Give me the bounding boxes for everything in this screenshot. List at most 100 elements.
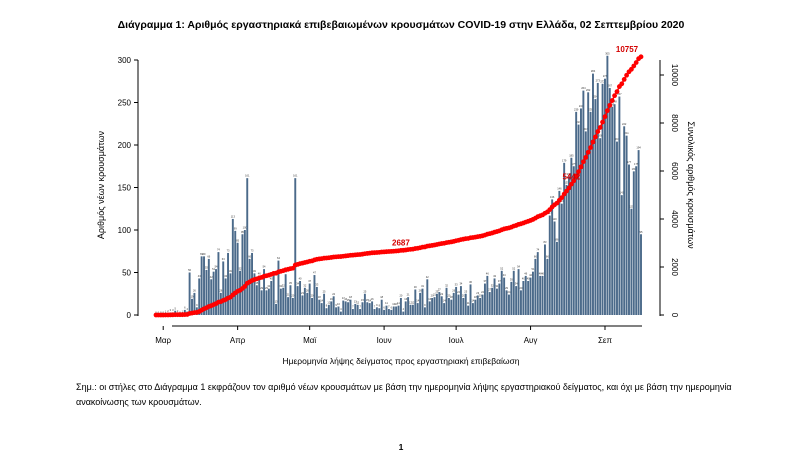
bar-value-label: 7 xyxy=(359,305,361,309)
bar-value-label: 42 xyxy=(210,275,213,279)
bar-value-label: 15 xyxy=(347,298,350,302)
bar-value-label: 5 xyxy=(174,306,176,310)
bar xyxy=(303,287,306,315)
bar-value-label: 22 xyxy=(332,292,335,296)
bar-value-label: 63 xyxy=(222,257,225,261)
bar xyxy=(431,298,434,315)
bar-value-label: 36 xyxy=(469,280,472,284)
footnote: Σημ.: οι στήλες στο Διάγραμμα 1 εκφράζου… xyxy=(76,382,732,407)
bar-value-label: 0 xyxy=(155,311,157,315)
bar-value-label: 239 xyxy=(588,107,593,111)
bar-value-label: 13 xyxy=(354,299,357,303)
bar-value-label: 9 xyxy=(335,303,337,307)
bar-value-label: 175 xyxy=(572,162,577,166)
bar-value-label: 10 xyxy=(337,302,340,306)
bar-value-label: 95 xyxy=(640,230,643,234)
bar xyxy=(637,150,640,315)
bar-value-label: 44 xyxy=(503,273,506,277)
bar-value-label: 20 xyxy=(462,294,465,298)
bar-value-label: 204 xyxy=(615,137,620,141)
bar-value-label: 73 xyxy=(251,248,254,252)
cumulative-point xyxy=(612,93,617,99)
bar-value-label: 14 xyxy=(443,299,446,303)
bar xyxy=(356,304,359,315)
y2-axis-label: Συνολικός αριθμός κρουσμάτων xyxy=(686,121,696,249)
bar-value-label: 69 xyxy=(200,252,203,256)
bar xyxy=(628,164,630,315)
bar-value-label: 66 xyxy=(534,254,537,258)
bar-value-label: 161 xyxy=(293,174,298,178)
bar-value-label: 12 xyxy=(356,300,359,304)
bar-value-label: 14 xyxy=(416,299,419,303)
cumulative-point xyxy=(633,60,639,65)
bar-value-label: 125 xyxy=(629,204,634,208)
bar xyxy=(459,286,462,315)
bar-value-label: 25 xyxy=(464,289,467,293)
cumulative-point xyxy=(592,134,598,140)
bar-value-label: 177 xyxy=(627,160,632,164)
cumulative-point xyxy=(609,98,615,103)
bar xyxy=(311,298,314,315)
bar xyxy=(447,298,450,315)
bar xyxy=(435,293,438,315)
bar xyxy=(366,302,369,315)
bar-value-label: 49 xyxy=(229,269,232,273)
bar-value-label: 6 xyxy=(391,305,393,309)
bar-value-label: 278 xyxy=(603,74,608,78)
bar-value-label: 31 xyxy=(421,284,424,288)
cumulative-point xyxy=(559,195,565,201)
bar xyxy=(191,298,193,315)
bar-value-label: 12 xyxy=(327,300,330,304)
bar xyxy=(493,278,496,315)
bar xyxy=(572,166,575,315)
bar-value-label: 284 xyxy=(591,69,596,73)
bar xyxy=(553,221,556,315)
bar xyxy=(359,309,362,315)
bar xyxy=(608,88,611,315)
bar-value-label: 267 xyxy=(608,84,613,88)
ticks-layer: 0501001502002503000200040006000800010000… xyxy=(118,56,679,345)
bar-value-label: 40 xyxy=(270,277,273,281)
bar xyxy=(332,296,335,315)
bar xyxy=(486,275,489,315)
cumulative-point xyxy=(578,164,584,170)
bar-value-label: 20 xyxy=(311,294,314,298)
x-tick-label: Ιουν xyxy=(377,336,392,345)
bar xyxy=(548,215,551,315)
bar xyxy=(462,298,465,315)
bar-value-label: 64 xyxy=(277,256,280,260)
bars-layer: 0000123352016450192694369695366425154742… xyxy=(155,51,643,315)
bar-value-label: 95 xyxy=(241,230,244,234)
bar xyxy=(620,195,623,315)
bar-value-label: 29 xyxy=(260,286,263,290)
bar xyxy=(239,270,241,315)
bar xyxy=(455,286,458,315)
bar-value-label: 216 xyxy=(584,127,589,131)
bar xyxy=(246,178,249,315)
bar-value-label: 21 xyxy=(433,293,436,297)
bar-value-label: 17 xyxy=(342,296,345,300)
bar-value-label: 46 xyxy=(539,271,542,275)
bar-value-label: 22 xyxy=(440,292,443,296)
bar-value-label: 39 xyxy=(510,277,513,281)
bar-value-label: 26 xyxy=(419,288,422,292)
bar-value-label: 46 xyxy=(541,271,544,275)
cumulative-point xyxy=(629,66,634,72)
bar xyxy=(306,292,309,315)
bar xyxy=(289,285,292,315)
bar xyxy=(495,288,498,315)
bar-value-label: 26 xyxy=(193,288,196,292)
bar xyxy=(596,82,599,315)
bar xyxy=(373,309,376,315)
bar-value-label: 2 xyxy=(177,309,179,313)
bar xyxy=(296,286,299,315)
bar xyxy=(363,293,366,315)
bar-value-label: 9 xyxy=(424,303,426,307)
bar xyxy=(385,305,388,315)
bar xyxy=(630,208,633,315)
bar-value-label: 33 xyxy=(315,282,318,286)
bar-value-label: 49 xyxy=(253,269,256,273)
bar xyxy=(443,303,446,315)
bar-value-label: 35 xyxy=(289,281,292,285)
bar xyxy=(330,301,333,315)
